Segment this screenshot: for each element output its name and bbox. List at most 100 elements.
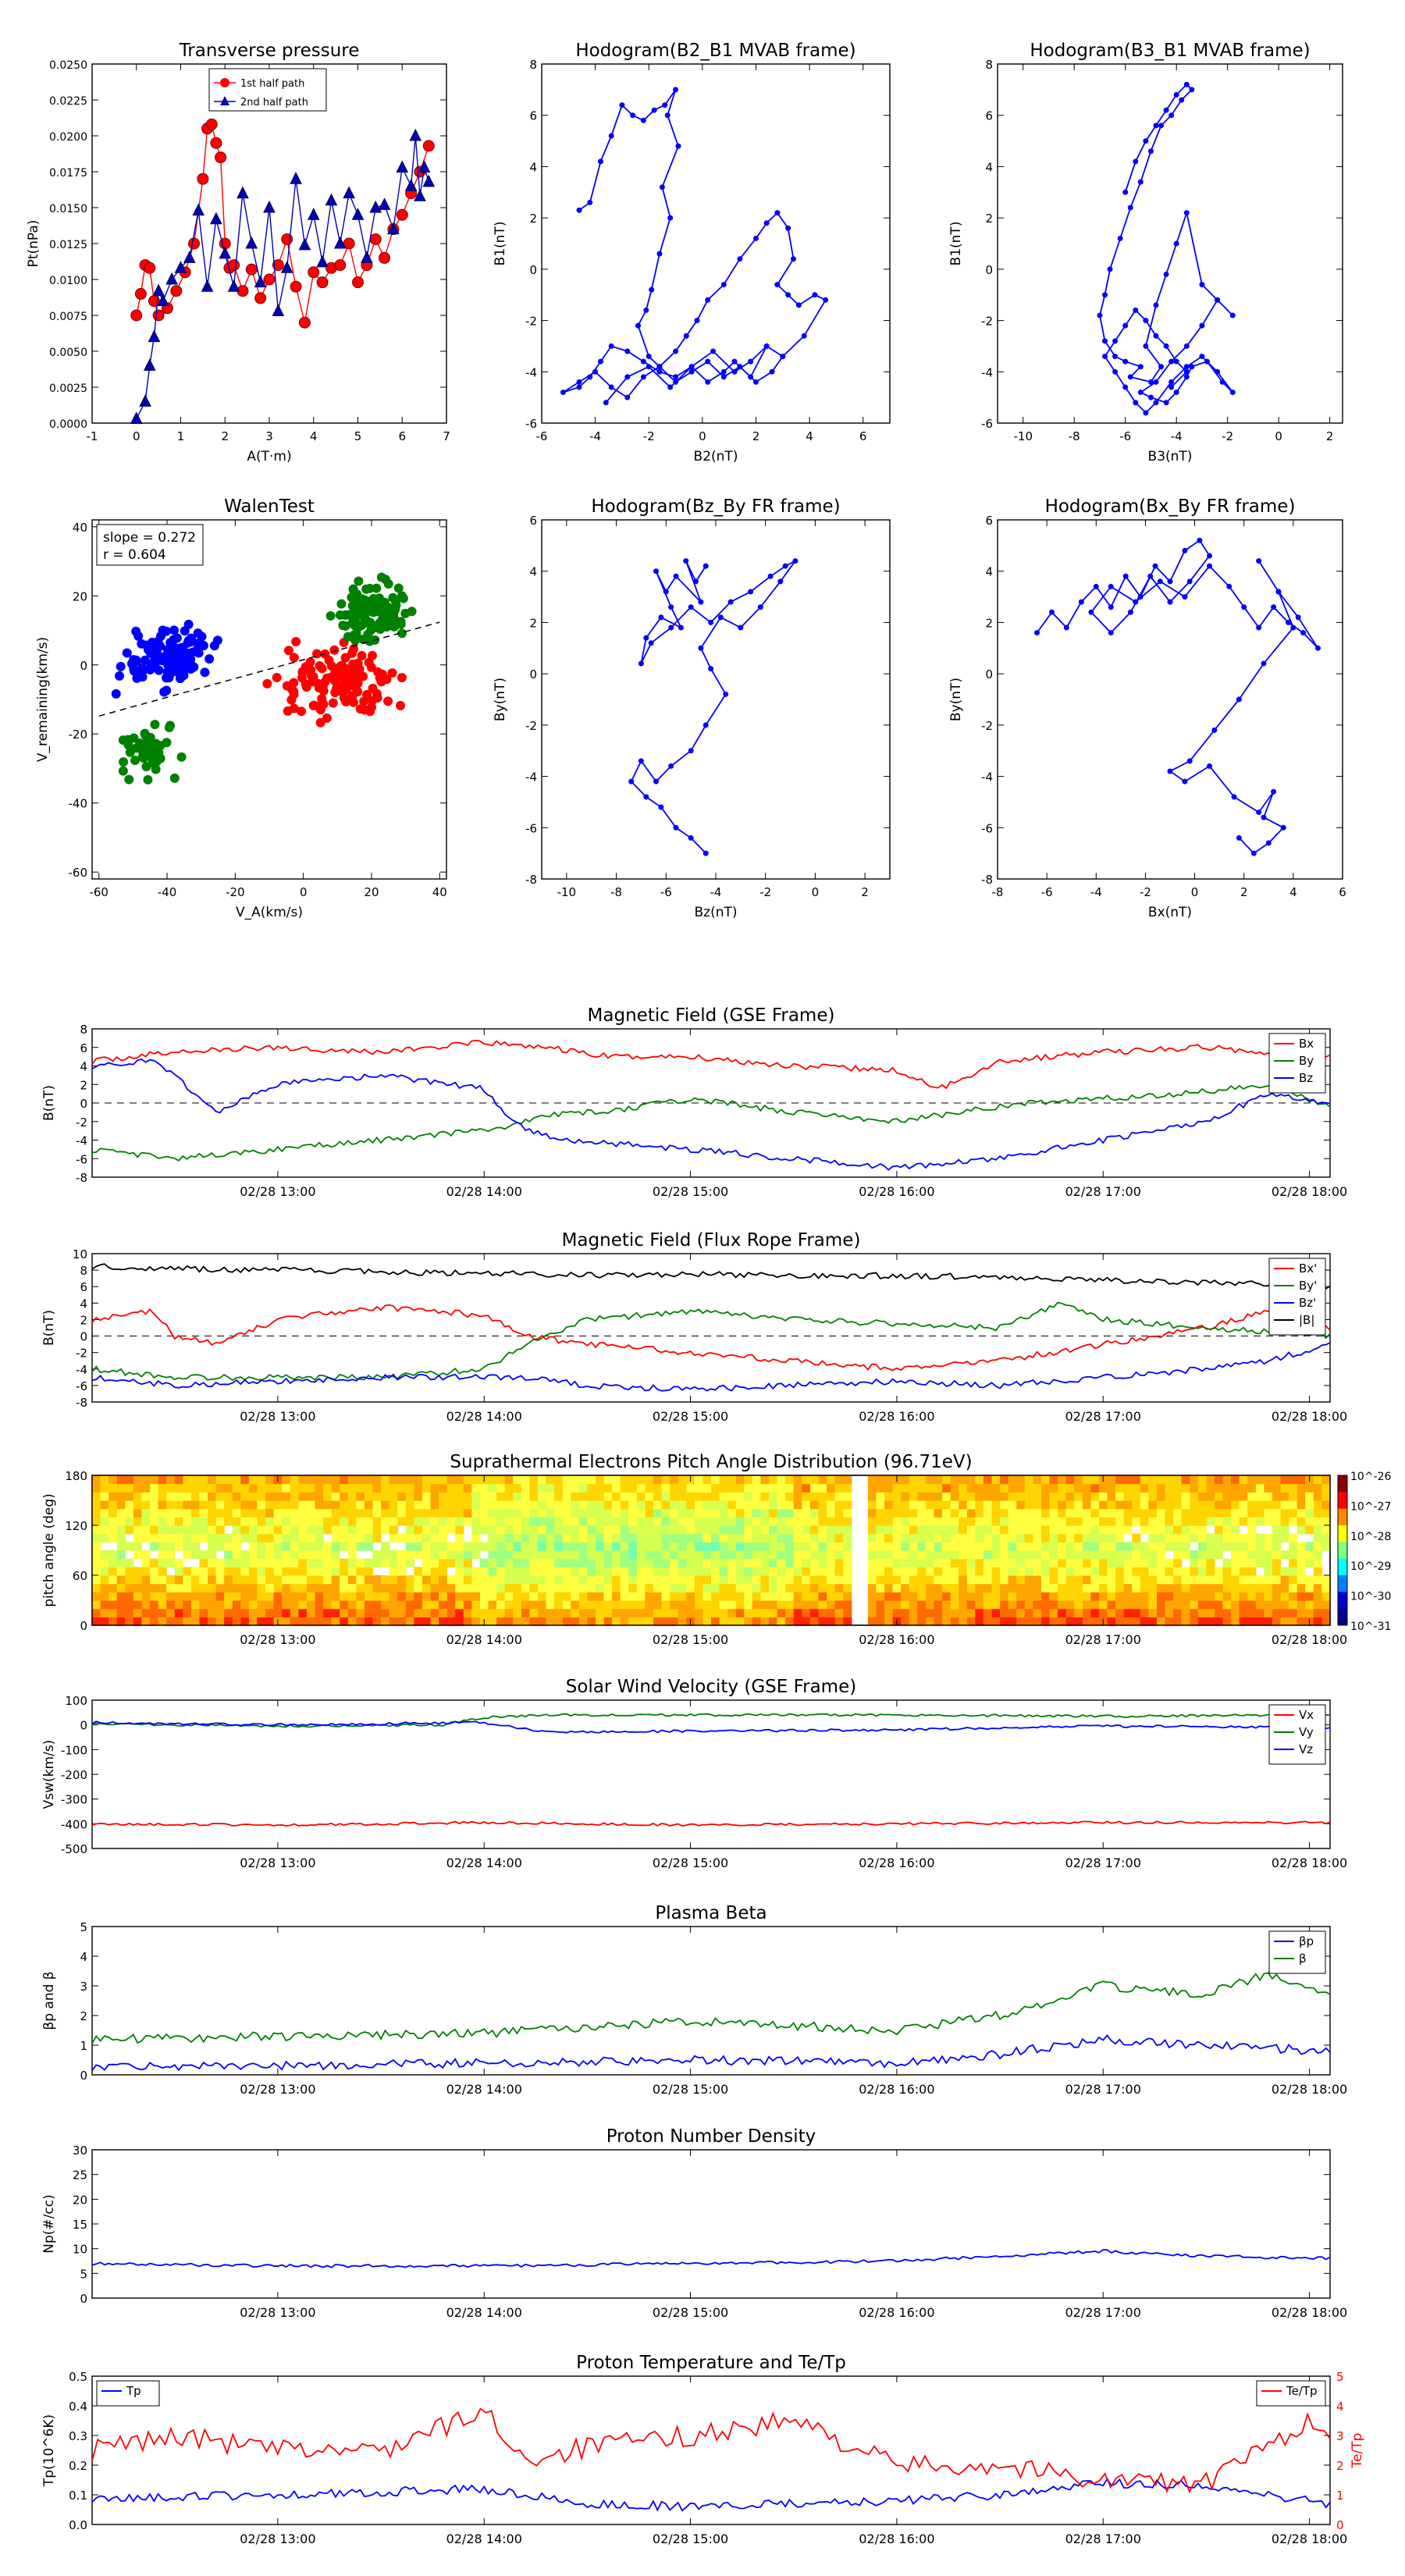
heatmap-cell [785, 1617, 795, 1626]
heatmap-cell [282, 1617, 291, 1626]
heatmap-cell [381, 1592, 390, 1601]
heatmap-cell [116, 1575, 126, 1585]
heatmap-cell [1132, 1608, 1141, 1617]
heatmap-cell [802, 1592, 811, 1601]
heatmap-cell [711, 1617, 720, 1626]
heatmap-cell [735, 1492, 745, 1501]
heatmap-cell [1272, 1608, 1282, 1617]
data-point [333, 236, 347, 249]
heatmap-cell [1140, 1483, 1149, 1493]
heatmap-cell [1165, 1492, 1174, 1501]
heatmap-cell [686, 1517, 695, 1526]
heatmap-cell [1247, 1500, 1257, 1510]
heatmap-cell [1000, 1592, 1009, 1601]
data-point [1199, 282, 1205, 288]
heatmap-cell [785, 1525, 795, 1535]
data-point [372, 583, 382, 593]
legend-box [96, 2380, 160, 2407]
heatmap-cell [1239, 1508, 1248, 1517]
heatmap-cell [439, 1567, 448, 1576]
heatmap-cell [670, 1567, 679, 1576]
heatmap-cell [785, 1500, 795, 1510]
heatmap-cell [735, 1617, 745, 1626]
heatmap-cell [125, 1475, 134, 1485]
heatmap-cell [867, 1608, 877, 1617]
heatmap-cell [1321, 1508, 1331, 1517]
heatmap-cell [306, 1533, 316, 1542]
heatmap-cell [504, 1558, 514, 1567]
heatmap-cell [843, 1617, 852, 1626]
heatmap-cell [628, 1592, 638, 1601]
heatmap-cell [1098, 1600, 1108, 1610]
data-point [1133, 400, 1139, 406]
heatmap-cell [1289, 1567, 1298, 1576]
heatmap-cell [702, 1492, 712, 1501]
colorbar-segment [1338, 1525, 1347, 1542]
heatmap-cell [1239, 1550, 1248, 1560]
heatmap-cell [224, 1475, 233, 1485]
heatmap-cell [1140, 1508, 1149, 1517]
heatmap-cell [1255, 1508, 1265, 1517]
heatmap-cell [150, 1542, 159, 1551]
data-point [1241, 604, 1247, 610]
heatmap-cell [1000, 1492, 1009, 1501]
heatmap-cell [224, 1517, 233, 1526]
y-tick-label: -4 [981, 365, 993, 379]
heatmap-cell [306, 1508, 316, 1517]
data-point [308, 266, 320, 279]
heatmap-cell [446, 1608, 456, 1617]
heatmap-cell [686, 1583, 695, 1592]
heatmap-cell [306, 1475, 316, 1485]
heatmap-cell [257, 1525, 266, 1535]
heatmap-cell [1231, 1508, 1240, 1517]
data-point [658, 614, 664, 621]
heatmap-cell [983, 1492, 993, 1501]
heatmap-cell [446, 1517, 456, 1526]
heatmap-cell [100, 1492, 109, 1501]
heatmap-cell [1016, 1550, 1026, 1560]
data-point [587, 199, 593, 205]
data-point [1034, 630, 1040, 636]
y-tick-label: 0 [80, 1719, 87, 1733]
heatmap-cell [298, 1525, 308, 1535]
heatmap-cell [257, 1475, 266, 1485]
heatmap-cell [1239, 1608, 1248, 1617]
heatmap-cell [340, 1500, 349, 1510]
heatmap-cell [471, 1483, 481, 1493]
heatmap-cell [504, 1583, 514, 1592]
heatmap-cell [1082, 1475, 1091, 1485]
data-point [397, 628, 407, 639]
data-point [188, 237, 201, 250]
heatmap-cell [306, 1500, 316, 1510]
heatmap-cell [595, 1533, 605, 1542]
heatmap-cell [108, 1533, 118, 1542]
heatmap-cell [215, 1592, 225, 1601]
heatmap-cell [1132, 1592, 1141, 1601]
heatmap-cell [727, 1483, 737, 1493]
data-point [140, 746, 151, 756]
heatmap-cell [917, 1592, 927, 1601]
heatmap-cell [827, 1550, 836, 1560]
heatmap-cell [735, 1600, 745, 1610]
heatmap-cell [513, 1533, 522, 1542]
data-point [640, 117, 646, 123]
heatmap-cell [174, 1583, 183, 1592]
heatmap-cell [389, 1517, 398, 1526]
heatmap-cell [554, 1608, 564, 1617]
heatmap-cell [1008, 1517, 1017, 1526]
heatmap-cell [1000, 1542, 1009, 1551]
heatmap-cell [1074, 1542, 1083, 1551]
heatmap-cell [744, 1533, 753, 1542]
heatmap-cell [760, 1600, 770, 1610]
heatmap-cell [1264, 1600, 1273, 1610]
data-point [1167, 768, 1173, 774]
heatmap-cell [174, 1533, 183, 1542]
heatmap-cell [158, 1600, 167, 1610]
heatmap-cell [265, 1508, 275, 1517]
heatmap-cell [1090, 1508, 1100, 1517]
heatmap-cell [471, 1608, 481, 1617]
heatmap-cell [232, 1533, 241, 1542]
heatmap-cell [1289, 1533, 1298, 1542]
heatmap-cell [661, 1542, 670, 1551]
heatmap-cell [843, 1592, 852, 1601]
